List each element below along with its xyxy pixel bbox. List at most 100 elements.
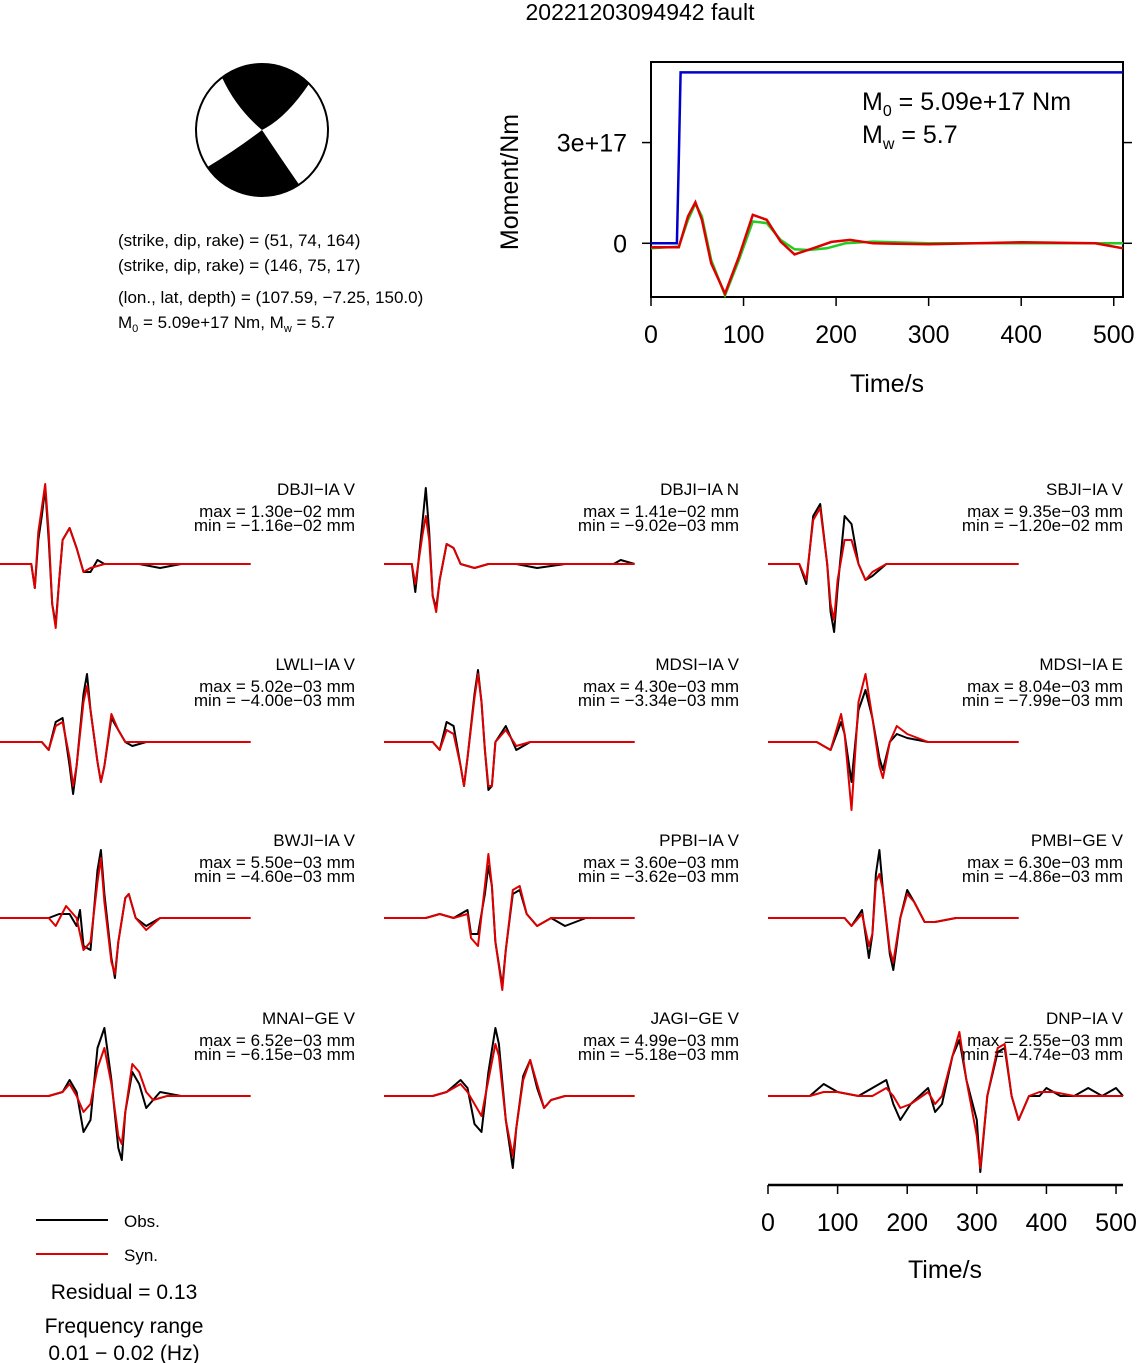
- station-name: JAGI−GE V: [651, 1009, 740, 1028]
- waveform-xtick-label: 200: [886, 1209, 928, 1237]
- synthetic-trace: [0, 857, 251, 975]
- plane2-text: (strike, dip, rake) = (146, 75, 17): [118, 256, 360, 275]
- station-max: max = 3.60e−03 mm: [583, 853, 739, 872]
- station-name: SBJI−IA V: [1046, 480, 1124, 499]
- station-min: min = −3.62e−03 mm: [578, 867, 739, 886]
- station-max: max = 6.30e−03 mm: [967, 853, 1123, 872]
- station-min: min = −9.02e−03 mm: [578, 516, 739, 535]
- station-min: min = −4.60e−03 mm: [194, 867, 355, 886]
- beachball-icon: [195, 63, 329, 197]
- synthetic-trace: [384, 1043, 635, 1157]
- station-min: min = −5.18e−03 mm: [578, 1045, 739, 1064]
- moment-ytick-label: 0: [613, 230, 627, 258]
- station-name: MDSI−IA V: [655, 655, 739, 674]
- station-max: max = 8.04e−03 mm: [967, 677, 1123, 696]
- location-text: (lon., lat, depth) = (107.59, −7.25, 150…: [118, 288, 423, 307]
- synthetic-trace: [0, 1047, 251, 1145]
- moment-xtick-label: 100: [723, 321, 765, 349]
- station-min: min = −4.86e−03 mm: [962, 867, 1123, 886]
- moment-ytick-label: 3e+17: [557, 130, 627, 158]
- station-max: max = 2.55e−03 mm: [967, 1031, 1123, 1050]
- moment-xtick-label: 0: [644, 321, 658, 349]
- synthetic-trace: [768, 1031, 1123, 1169]
- moment-m0-annotation: M0 = 5.09e+17 Nm: [862, 88, 1071, 120]
- synthetic-trace: [0, 483, 251, 629]
- station-min: min = −3.34e−03 mm: [578, 691, 739, 710]
- station-max: max = 5.02e−03 mm: [199, 677, 355, 696]
- station-name: BWJI−IA V: [273, 831, 355, 850]
- moment-magnitude-text: M0 = 5.09e+17 Nm, Mw = 5.7: [118, 313, 335, 335]
- moment-plot-frame: [650, 61, 1124, 298]
- moment-series-1: [651, 71, 1123, 245]
- station-name: DBJI−IA V: [277, 480, 356, 499]
- legend-obs-label: Obs.: [124, 1212, 160, 1231]
- moment-xtick-label: 500: [1093, 321, 1135, 349]
- figure-title: 20221203094942 fault: [526, 0, 756, 25]
- station-name: MDSI−IA E: [1039, 655, 1123, 674]
- legend: Obs. Syn. Residual = 0.13 Frequency rang…: [36, 1212, 203, 1363]
- station-name: PPBI−IA V: [659, 831, 740, 850]
- waveform-xtick-label: 0: [761, 1209, 775, 1237]
- station-max: max = 4.99e−03 mm: [583, 1031, 739, 1050]
- frequency-value: 0.01 − 0.02 (Hz): [48, 1342, 199, 1363]
- waveform-time-axis: 0 100 200 300 400 500: [761, 1183, 1137, 1237]
- synthetic-trace: [768, 507, 1019, 621]
- waveform-xtick-label: 100: [817, 1209, 859, 1237]
- moment-series-3: [651, 199, 1124, 297]
- waveform-xlabel: Time/s: [908, 1256, 982, 1284]
- moment-ylabel: Moment/Nm: [496, 114, 524, 250]
- plane1-text: (strike, dip, rake) = (51, 74, 164): [118, 231, 360, 250]
- station-min: min = −1.20e−02 mm: [962, 516, 1123, 535]
- waveform-xtick-label: 500: [1095, 1209, 1137, 1237]
- synthetic-trace: [768, 873, 1019, 963]
- frequency-title: Frequency range: [45, 1315, 204, 1338]
- station-min: min = −4.00e−03 mm: [194, 691, 355, 710]
- station-name: LWLI−IA V: [275, 655, 355, 674]
- station-max: max = 6.52e−03 mm: [199, 1031, 355, 1050]
- station-min: min = −7.99e−03 mm: [962, 691, 1123, 710]
- synthetic-trace: [384, 515, 635, 613]
- observed-trace: [384, 669, 635, 791]
- moment-xtick-label: 300: [908, 321, 950, 349]
- moment-xlabel: Time/s: [850, 370, 924, 398]
- synthetic-trace: [384, 853, 635, 991]
- station-max: max = 9.35e−03 mm: [967, 502, 1123, 521]
- station-min: min = −1.16e−02 mm: [194, 516, 355, 535]
- observed-trace: [768, 689, 1019, 783]
- moment-xtick-label: 400: [1000, 321, 1042, 349]
- station-max: max = 5.50e−03 mm: [199, 853, 355, 872]
- station-min: min = −6.15e−03 mm: [194, 1045, 355, 1064]
- synthetic-trace: [0, 685, 251, 787]
- station-max: max = 1.30e−02 mm: [199, 502, 355, 521]
- station-max: max = 4.30e−03 mm: [583, 677, 739, 696]
- waveform-xtick-label: 400: [1026, 1209, 1068, 1237]
- waveform-xtick-label: 300: [956, 1209, 998, 1237]
- station-max: max = 1.41e−02 mm: [583, 502, 739, 521]
- station-name: MNAI−GE V: [262, 1009, 356, 1028]
- moment-mw-annotation: Mw = 5.7: [862, 121, 958, 153]
- station-name: DBJI−IA N: [660, 480, 739, 499]
- moment-xtick-label: 200: [815, 321, 857, 349]
- synthetic-trace: [384, 673, 635, 787]
- moment-series-2: [650, 200, 1123, 299]
- residual-text: Residual = 0.13: [51, 1281, 198, 1304]
- station-name: PMBI−GE V: [1031, 831, 1124, 850]
- station-name: DNP−IA V: [1046, 1009, 1124, 1028]
- station-min: min = −4.74e−03 mm: [962, 1045, 1123, 1064]
- legend-syn-label: Syn.: [124, 1246, 158, 1265]
